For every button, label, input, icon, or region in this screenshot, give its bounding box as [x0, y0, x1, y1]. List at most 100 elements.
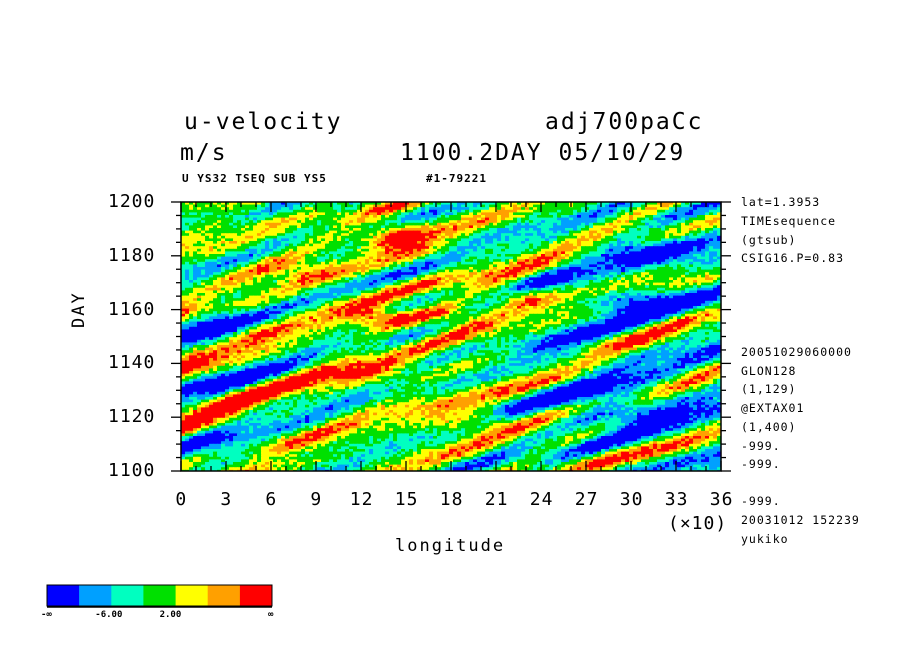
heatmap-cell [605, 233, 610, 237]
heatmap-cell [213, 207, 218, 211]
heatmap-cell [625, 238, 630, 242]
heatmap-cell [717, 225, 721, 229]
heatmap-cell [493, 209, 498, 213]
heatmap-cell [629, 230, 634, 234]
heatmap-cell [549, 235, 554, 239]
heatmap-cell [681, 246, 686, 250]
heatmap-cell [689, 246, 694, 250]
heatmap-cell [529, 222, 534, 226]
heatmap-cell [545, 217, 550, 221]
heatmap-cell [545, 238, 550, 242]
heatmap-cell [693, 246, 698, 250]
heatmap-cell [433, 204, 438, 208]
heatmap-cell [717, 248, 721, 252]
heatmap-cell [689, 230, 694, 234]
heatmap-cell [705, 215, 710, 219]
heatmap-cell [665, 254, 670, 258]
heatmap-cell [709, 228, 714, 232]
heatmap-cell [365, 246, 370, 250]
heatmap-cell [253, 238, 258, 242]
heatmap-cell [473, 243, 478, 247]
heatmap-cell [289, 254, 294, 258]
heatmap-cell [661, 238, 666, 242]
heatmap-cell [213, 238, 218, 242]
heatmap-cell [401, 222, 406, 226]
side-line: TIMEsequence [741, 214, 837, 228]
heatmap-cell [185, 233, 190, 237]
heatmap-cell [297, 248, 302, 252]
heatmap-cell [473, 225, 478, 229]
heatmap-cell [497, 248, 502, 252]
heatmap-cell [701, 228, 706, 232]
heatmap-cell [629, 246, 634, 250]
heatmap-cell [481, 254, 486, 258]
heatmap-cell [397, 212, 402, 216]
heatmap-cell [297, 217, 302, 221]
heatmap-cell [625, 254, 630, 258]
heatmap-cell [337, 251, 342, 255]
heatmap-cell [461, 212, 466, 216]
heatmap-cell [405, 204, 410, 208]
heatmap-cell [213, 217, 218, 221]
heatmap-cell [341, 251, 346, 255]
heatmap-cell [181, 256, 186, 260]
heatmap-cell [181, 222, 186, 226]
heatmap-cell [405, 251, 410, 255]
heatmap-cell [645, 217, 650, 221]
heatmap-cell [637, 204, 642, 208]
heatmap-cell [505, 238, 510, 242]
heatmap-cell [633, 212, 638, 216]
heatmap-cell [205, 246, 210, 250]
heatmap-cell [505, 220, 510, 224]
heatmap-cell [241, 217, 246, 221]
heatmap-cell [437, 248, 442, 252]
heatmap-cell [649, 228, 654, 232]
heatmap-cell [189, 254, 194, 258]
heatmap-cell [537, 228, 542, 232]
heatmap-cell [305, 233, 310, 237]
heatmap-cell [377, 225, 382, 229]
heatmap-cell [381, 246, 386, 250]
heatmap-cell [433, 251, 438, 255]
heatmap-cell [633, 254, 638, 258]
heatmap-cell [445, 222, 450, 226]
heatmap-cell [205, 212, 210, 216]
heatmap-cell [277, 204, 282, 208]
heatmap-cell [513, 217, 518, 221]
heatmap-cell [473, 241, 478, 245]
heatmap-cell [505, 251, 510, 255]
heatmap-cell [433, 215, 438, 219]
heatmap-cell [613, 228, 618, 232]
heatmap-cell [353, 202, 358, 206]
heatmap-cell [597, 202, 602, 206]
heatmap-cell [313, 243, 318, 247]
heatmap-cell [541, 243, 546, 247]
heatmap-cell [529, 225, 534, 229]
heatmap-cell [289, 235, 294, 239]
heatmap-cell [637, 241, 642, 245]
heatmap-cell [621, 243, 626, 247]
heatmap-cell [289, 238, 294, 242]
heatmap-cell [469, 217, 474, 221]
heatmap-cell [441, 222, 446, 226]
heatmap-cell [525, 233, 530, 237]
heatmap-cell [521, 228, 526, 232]
heatmap-cell [213, 204, 218, 208]
heatmap-cell [613, 222, 618, 226]
heatmap-cell [425, 241, 430, 245]
heatmap-cell [549, 220, 554, 224]
heatmap-cell [197, 228, 202, 232]
heatmap-cell [673, 217, 678, 221]
heatmap-cell [497, 233, 502, 237]
heatmap-cell [257, 254, 262, 258]
heatmap-cell [681, 212, 686, 216]
heatmap-cell [453, 207, 458, 211]
heatmap-cell [465, 233, 470, 237]
heatmap-cell [589, 233, 594, 237]
heatmap-cell [317, 243, 322, 247]
heatmap-cell [445, 235, 450, 239]
heatmap-cell [185, 241, 190, 245]
heatmap-cell [533, 238, 538, 242]
heatmap-cell [705, 243, 710, 247]
heatmap-cell [649, 209, 654, 213]
